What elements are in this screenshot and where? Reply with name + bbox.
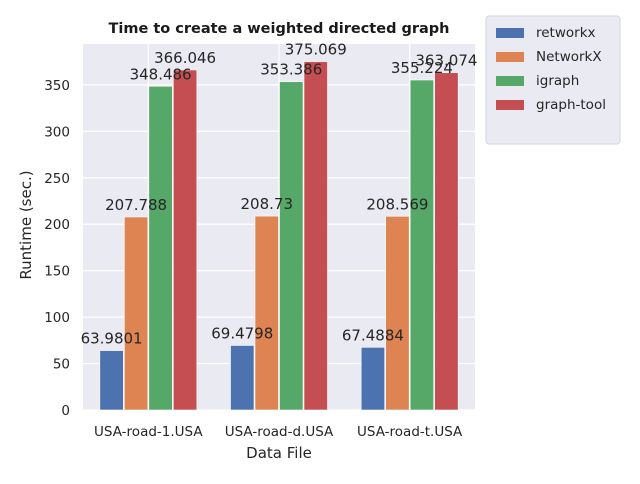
legend: retworkx NetworkX igraph graph-tool bbox=[485, 15, 621, 145]
bar-igraph bbox=[279, 81, 304, 411]
grid-lines bbox=[83, 44, 475, 411]
bar-retworkx bbox=[99, 350, 124, 411]
legend-swatch bbox=[496, 76, 524, 86]
y-tick-label: 100 bbox=[44, 310, 70, 326]
bar-networkx bbox=[254, 215, 279, 411]
legend-label: igraph bbox=[536, 73, 579, 89]
legend-frame bbox=[485, 15, 621, 145]
data-label: 69.4798 bbox=[211, 324, 273, 342]
x-tick-label: USA-road-1.USA bbox=[94, 424, 203, 440]
bar-igraph bbox=[148, 85, 173, 411]
legend-label: graph-tool bbox=[536, 97, 606, 113]
chart-title: Time to create a weighted directed graph bbox=[108, 21, 449, 37]
legend-label: retworkx bbox=[536, 25, 596, 41]
y-axis-label: Runtime (sec.) bbox=[17, 170, 35, 279]
data-label: 363.074 bbox=[415, 52, 477, 70]
y-tick-label: 200 bbox=[44, 217, 70, 233]
data-label: 366.046 bbox=[154, 49, 216, 67]
data-label: 375.069 bbox=[285, 41, 347, 59]
data-label: 355.224 bbox=[391, 59, 453, 77]
bar-networkx bbox=[385, 215, 410, 411]
y-tick-label: 0 bbox=[61, 403, 70, 419]
y-tick-label: 150 bbox=[44, 264, 70, 280]
x-axis-label: Data File bbox=[246, 444, 312, 462]
data-label: 63.9801 bbox=[81, 330, 143, 348]
data-label: 208.569 bbox=[366, 195, 428, 213]
bar-networkx bbox=[124, 216, 149, 411]
data-label: 67.4884 bbox=[342, 326, 404, 344]
bar-igraph bbox=[409, 79, 434, 411]
legend-swatch bbox=[496, 52, 524, 62]
x-tick-labels: USA-road-1.USA USA-road-d.USA USA-road-t.U… bbox=[94, 424, 463, 440]
y-tick-labels: 0 50 100 150 200 250 300 350 bbox=[44, 78, 70, 419]
data-label: 207.788 bbox=[105, 196, 167, 214]
y-tick-label: 350 bbox=[44, 78, 70, 94]
y-tick-label: 300 bbox=[44, 124, 70, 140]
legend-items: retworkx NetworkX igraph graph-tool bbox=[496, 25, 606, 113]
legend-swatch bbox=[496, 28, 524, 38]
legend-swatch bbox=[496, 100, 524, 110]
y-tick-label: 250 bbox=[44, 171, 70, 187]
data-label: 353.386 bbox=[260, 61, 322, 79]
bar-retworkx bbox=[360, 347, 385, 411]
bar-graph-tool bbox=[434, 72, 459, 411]
legend-label: NetworkX bbox=[536, 49, 602, 65]
bars bbox=[99, 61, 459, 411]
bar-retworkx bbox=[230, 345, 255, 411]
bar-graph-tool bbox=[303, 61, 328, 411]
x-tick-label: USA-road-d.USA bbox=[225, 424, 334, 440]
data-label: 348.486 bbox=[130, 65, 192, 83]
x-tick-label: USA-road-t.USA bbox=[357, 424, 463, 440]
bar-graph-tool bbox=[173, 69, 198, 411]
data-label: 208.73 bbox=[241, 195, 294, 213]
y-tick-label: 50 bbox=[53, 357, 70, 373]
